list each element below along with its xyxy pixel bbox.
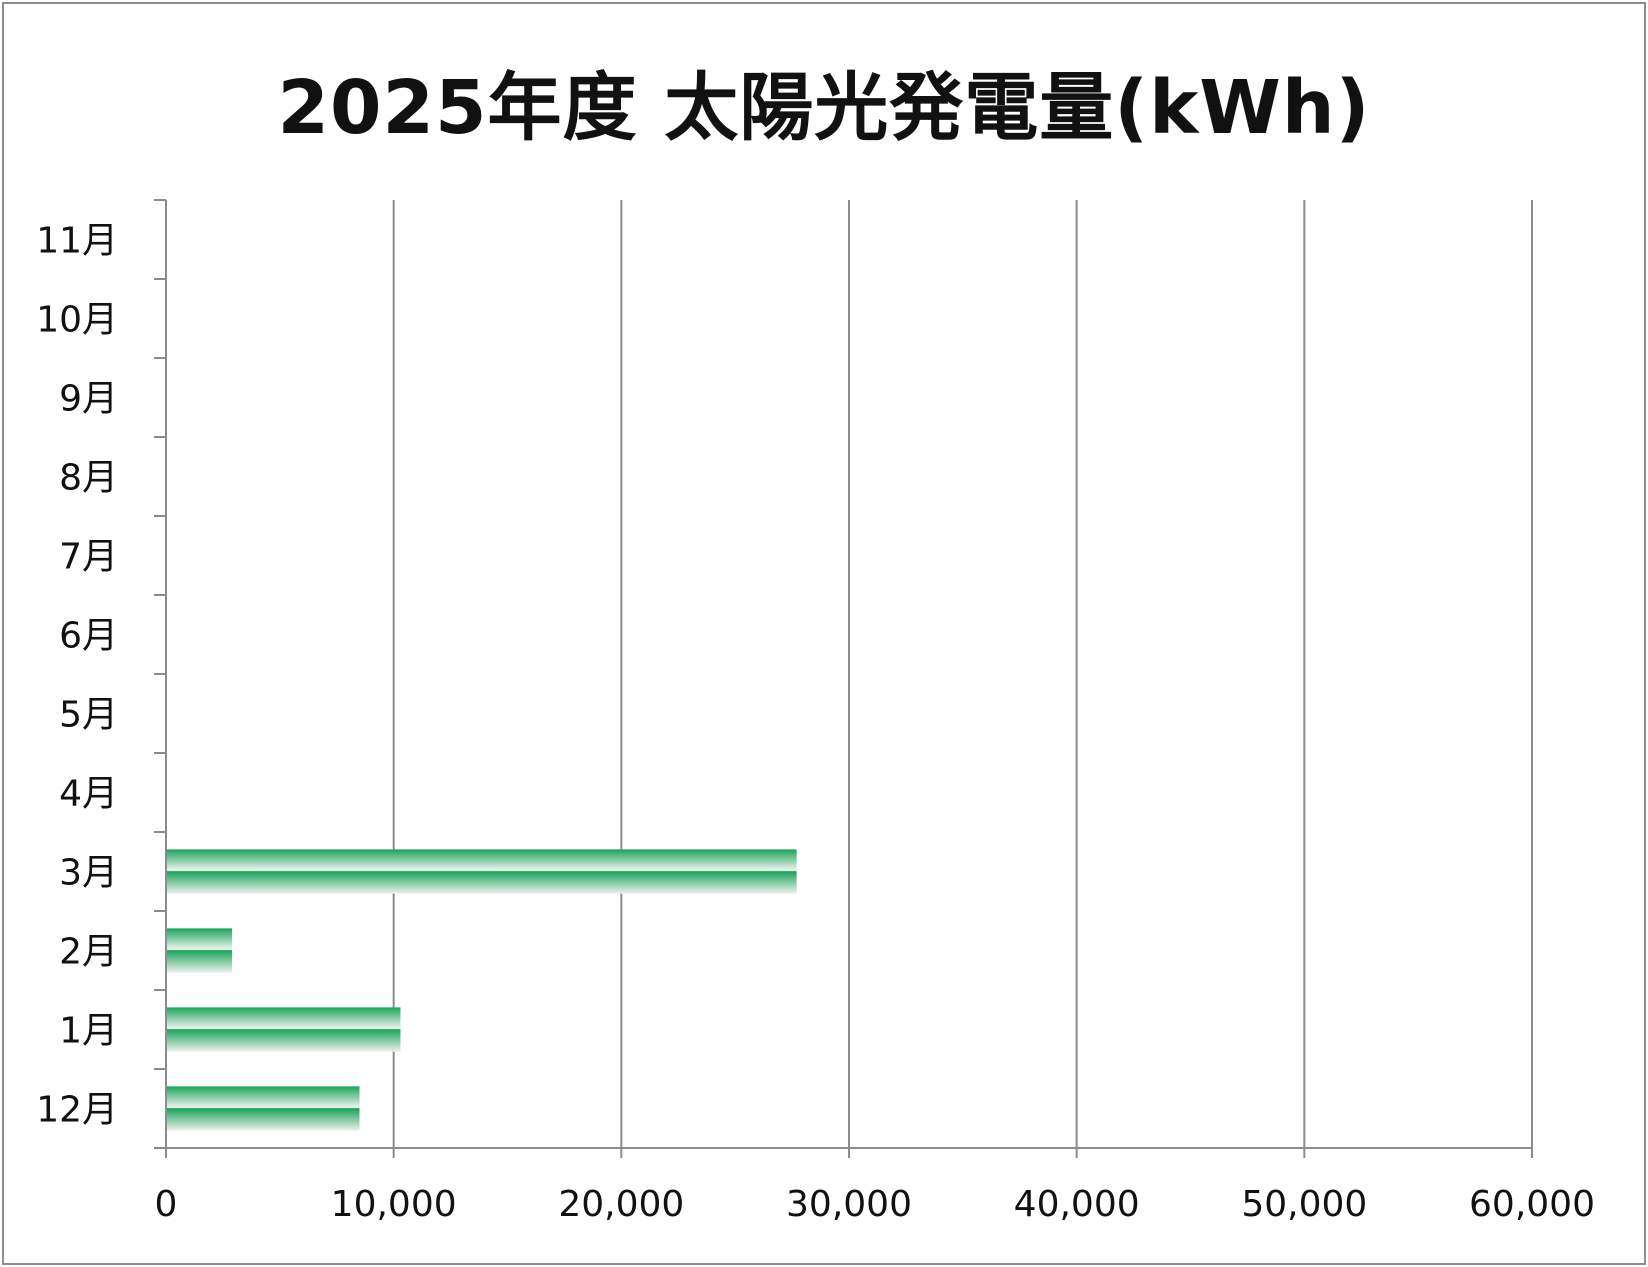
x-tick-label: 0 [155,1184,178,1225]
x-tick-label: 50,000 [1241,1184,1367,1225]
y-tick-label: 4月 [59,774,118,815]
x-tick-label: 30,000 [786,1184,912,1225]
y-tick-label: 7月 [59,537,118,578]
chart-title: 2025年度 太陽光発電量(kWh) [277,65,1371,151]
y-tick-label: 11月 [36,221,118,262]
y-tick-label: 12月 [36,1090,118,1131]
y-tick-label: 6月 [59,616,118,657]
x-tick-label: 20,000 [558,1184,684,1225]
bar [166,849,797,894]
bar [166,1007,401,1052]
x-tick-label: 40,000 [1014,1184,1140,1225]
y-tick-label: 9月 [59,379,118,420]
bar [166,1086,360,1131]
y-tick-label: 1月 [59,1011,118,1052]
y-tick-label: 8月 [59,458,118,499]
x-tick-label: 60,000 [1469,1184,1595,1225]
y-tick-label: 3月 [59,853,118,894]
y-tick-label: 5月 [59,695,118,736]
y-tick-label: 2月 [59,932,118,973]
x-tick-label: 10,000 [331,1184,457,1225]
bar [166,928,233,973]
y-tick-label: 10月 [36,300,118,341]
